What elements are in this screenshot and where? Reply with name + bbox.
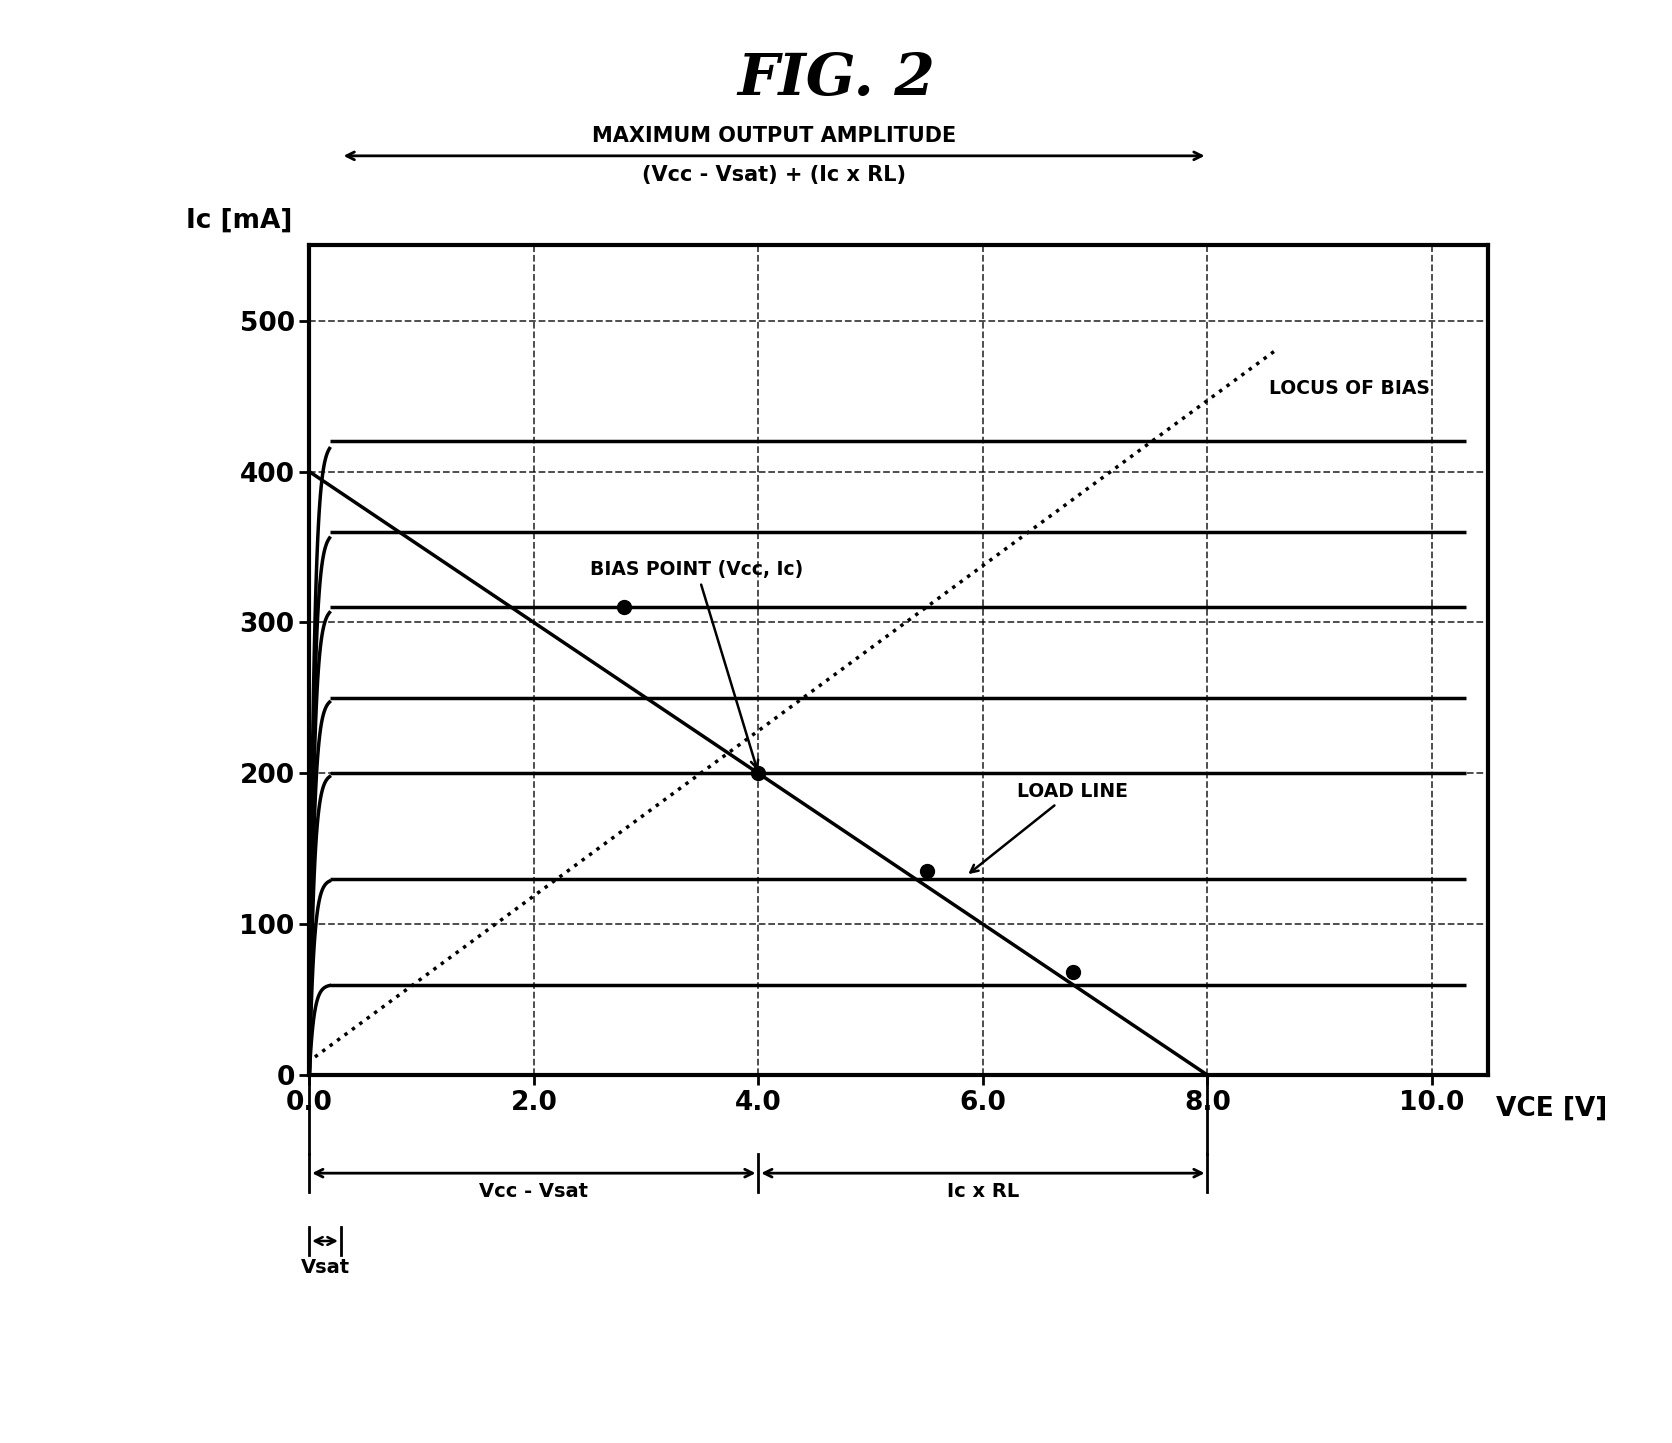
Text: BIAS POINT (Vcc, Ic): BIAS POINT (Vcc, Ic) <box>590 560 803 768</box>
Text: (Vcc - Vsat) + (Ic x RL): (Vcc - Vsat) + (Ic x RL) <box>642 165 906 185</box>
Text: FIG. 2: FIG. 2 <box>737 51 935 107</box>
Text: LOCUS OF BIAS: LOCUS OF BIAS <box>1269 380 1430 398</box>
Text: VCE [V]: VCE [V] <box>1496 1095 1608 1121</box>
Text: Ic x RL: Ic x RL <box>946 1182 1018 1201</box>
Text: Ic [mA]: Ic [mA] <box>186 208 293 234</box>
Text: MAXIMUM OUTPUT AMPLITUDE: MAXIMUM OUTPUT AMPLITUDE <box>592 126 956 146</box>
Text: LOAD LINE: LOAD LINE <box>970 782 1127 873</box>
Text: Vsat: Vsat <box>301 1258 349 1277</box>
Text: Vcc - Vsat: Vcc - Vsat <box>480 1182 589 1201</box>
